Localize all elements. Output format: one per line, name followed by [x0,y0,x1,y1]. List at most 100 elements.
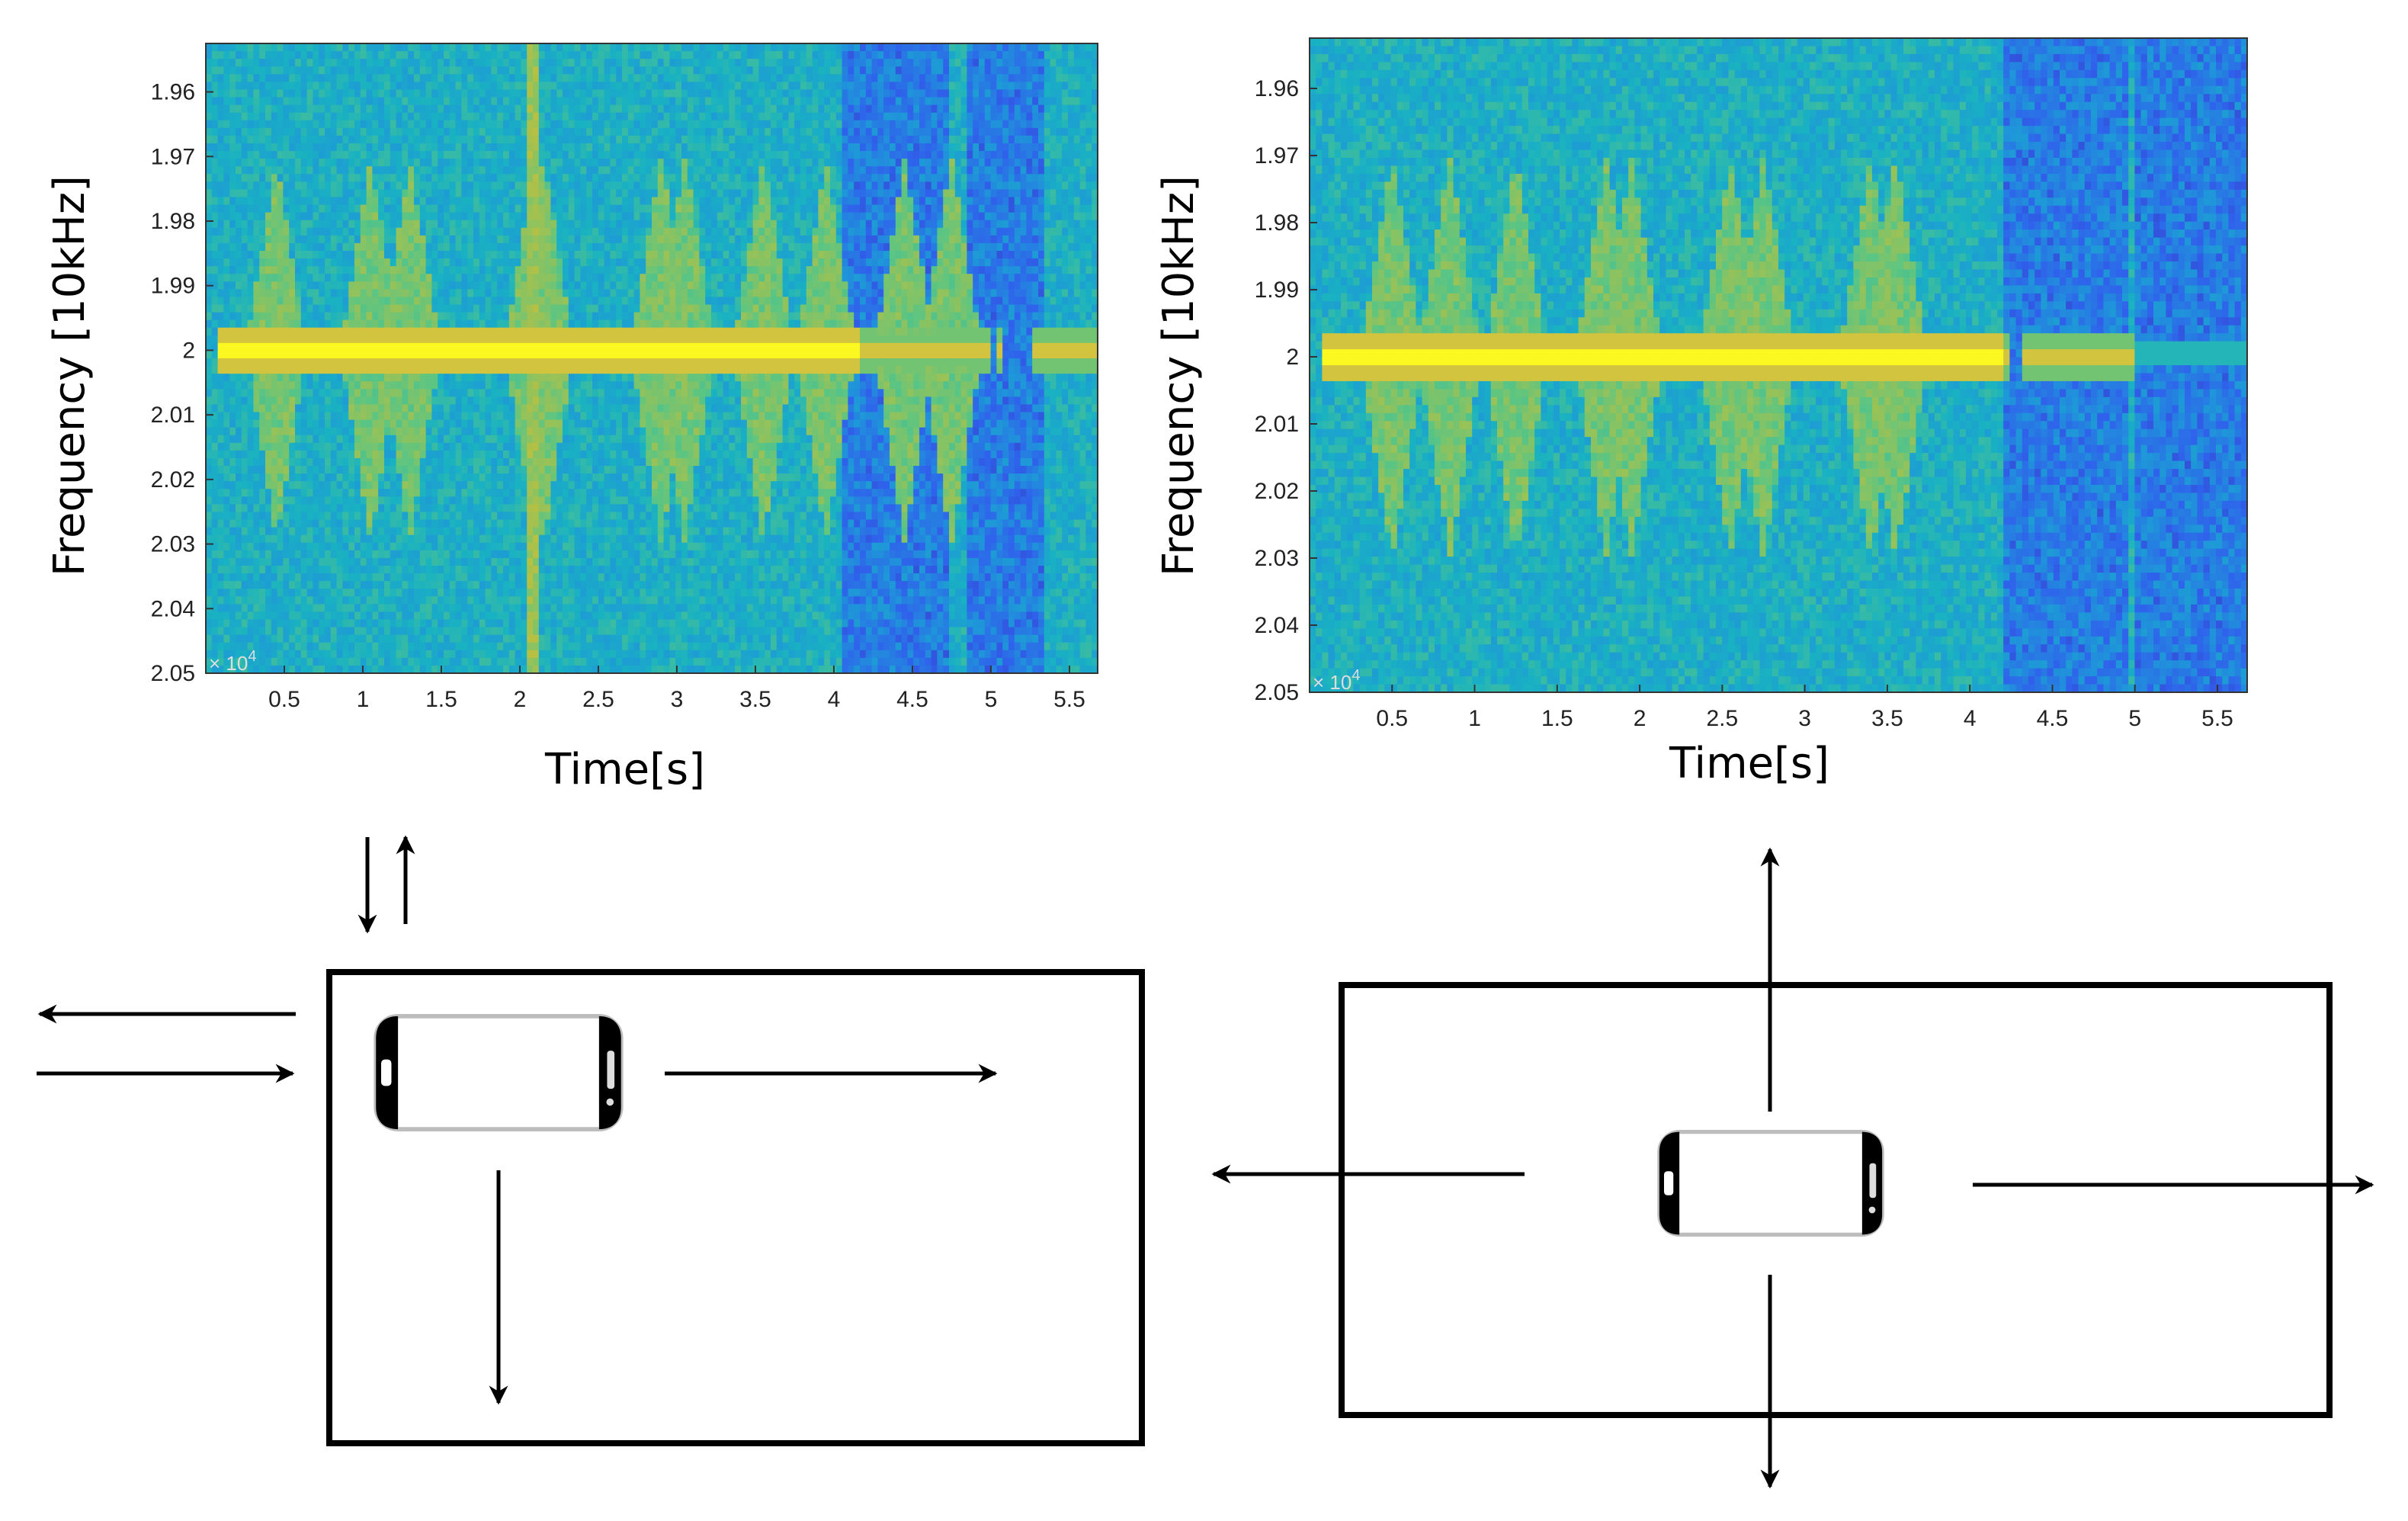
spectrogram-cell [206,228,212,236]
spectrogram-cell [223,535,229,544]
spectrogram-cell [289,105,295,114]
spectrogram-cell [259,120,265,129]
spectrogram-cell [307,243,313,252]
spectrogram-cell [242,266,248,274]
spectrogram-cell [331,604,337,612]
spectrogram-cell [289,189,295,197]
spectrogram-cell [331,151,337,159]
spectrogram-cell [223,181,229,190]
spectrogram-cell [248,258,254,267]
spectrogram-cell [218,151,224,159]
spectrogram-cell [212,289,218,297]
spectrogram-cell [236,528,242,536]
spectrogram-cell [242,213,248,221]
spectrogram-cell [223,389,229,397]
spectrogram-cell [307,174,313,182]
spectrogram-cell [248,396,254,405]
spectrogram-cell [265,258,271,267]
spectrogram-cell [242,59,248,67]
spectrogram-cell [283,320,289,329]
spectrogram-cell [248,351,254,359]
spectrogram-cell [295,335,301,344]
spectrogram-cell [265,351,271,359]
spectrogram-cell [218,274,224,282]
spectrogram-cell [295,59,301,67]
spectrogram-cell [206,443,212,451]
spectrogram-cell [331,66,337,75]
spectrogram-cell [253,59,259,67]
spectrogram-cell [218,558,224,566]
spectrogram-cell [283,611,289,620]
spectrogram-cell [271,573,277,582]
spectrogram-cell [218,420,224,428]
spectrogram-cell [223,435,229,444]
spectrogram-cell [248,181,254,190]
spectrogram-cell [313,489,319,497]
spectrogram-cell [295,320,301,329]
spectrogram-cell [295,328,301,336]
spectrogram-cell [253,213,259,221]
spectrogram-cell [325,504,331,512]
spectrogram-cell [319,374,325,382]
spectrogram-cell [319,581,325,589]
spectrogram-cell [319,304,325,313]
spectrogram-cell [283,658,289,666]
spectrogram-cell [307,251,313,259]
spectrogram-cell [277,243,284,252]
spectrogram-cell [229,174,236,182]
spectrogram-cell [265,51,271,59]
spectrogram-cell [223,343,229,351]
spectrogram-cell [325,82,331,90]
spectrogram-cell [313,197,319,205]
spectrogram-cell [206,335,212,344]
spectrogram-cell [295,374,301,382]
spectrogram-cell [283,550,289,559]
spectrogram-cell [301,543,307,551]
spectrogram-cell [331,174,337,182]
spectrogram-cell [277,611,284,620]
spectrogram-cell [295,520,301,528]
spectrogram-cell [265,74,271,82]
spectrogram-cell [218,389,224,397]
spectrogram-cell [331,197,337,205]
spectrogram-cell [206,174,212,182]
spectrogram-cell [319,627,325,636]
spectrogram-cell [301,66,307,75]
spectrogram-cell [206,404,212,412]
spectrogram-cell [307,351,313,359]
spectrogram-cell [259,82,265,90]
spectrogram-cell [307,512,313,520]
spectrogram-cell [248,543,254,551]
spectrogram-cell [319,435,325,444]
spectrogram-cell [295,228,301,236]
spectrogram-cell [307,643,313,651]
spectrogram-cell [253,320,259,329]
spectrogram-cell [301,320,307,329]
spectrogram-cell [259,528,265,536]
spectrogram-cell [265,335,271,344]
spectrogram-cell [223,281,229,290]
spectrogram-cell [313,520,319,528]
spectrogram-cell [229,451,236,459]
spectrogram-cell [277,619,284,627]
spectrogram-cell [223,543,229,551]
spectrogram-cell [301,528,307,536]
spectrogram-cell [265,43,271,52]
spectrogram-cell [301,289,307,297]
spectrogram-cell [289,51,295,59]
spectrogram-cell [325,51,331,59]
spectrogram-cell [319,512,325,520]
spectrogram-cell [206,143,212,152]
spectrogram-cell [325,428,331,436]
spectrogram-cell [319,520,325,528]
spectrogram-cell [248,66,254,75]
spectrogram-cell [331,619,337,627]
spectrogram-cell [337,136,343,144]
spectrogram-cell [277,512,284,520]
spectrogram-cell [277,74,284,82]
spectrogram-cell [295,512,301,520]
spectrogram-cell [265,189,271,197]
spectrogram-cell [218,543,224,551]
spectrogram-cell [259,320,265,329]
spectrogram-cell [342,51,348,59]
